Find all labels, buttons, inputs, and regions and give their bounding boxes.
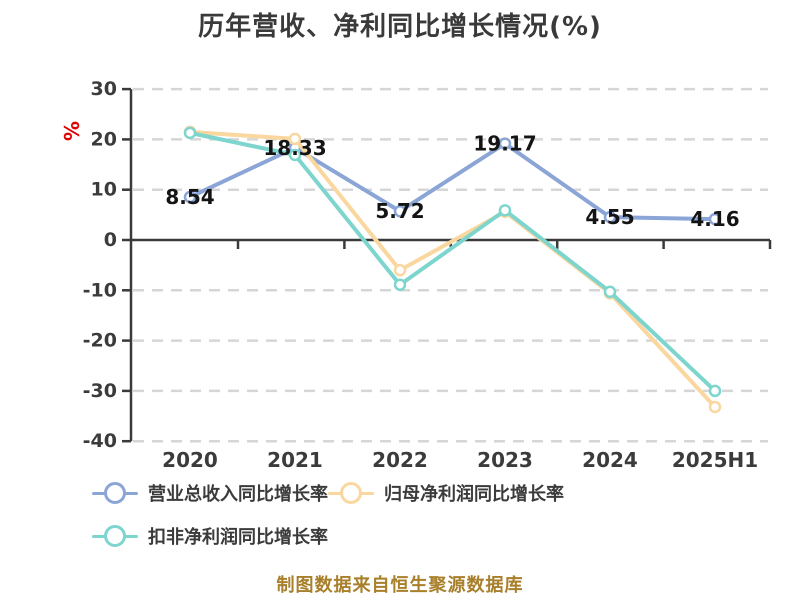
legend-marker-revenue bbox=[92, 481, 138, 505]
data-label: 4.55 bbox=[585, 205, 634, 229]
data-point-series-2 bbox=[393, 263, 407, 277]
y-tick-label: -30 bbox=[83, 380, 117, 402]
x-tick-label: 2024 bbox=[582, 448, 638, 472]
y-tick-label: 30 bbox=[91, 78, 117, 100]
data-point-series-3 bbox=[183, 126, 197, 140]
y-axis-unit-percent: % bbox=[59, 121, 83, 141]
data-point-series-1 bbox=[708, 212, 722, 226]
data-label: 18.33 bbox=[263, 136, 326, 160]
data-point-series-3 bbox=[393, 278, 407, 292]
data-source-note: 制图数据来自恒生聚源数据库 bbox=[276, 575, 524, 596]
legend-marker-net-profit bbox=[328, 481, 374, 505]
legend-item-revenue-growth: 营业总收入同比增长率 bbox=[92, 481, 328, 505]
data-point-series-3 bbox=[498, 204, 512, 217]
data-point-series-1 bbox=[183, 190, 197, 204]
chart-title: 历年营收、净利同比增长情况(%) bbox=[198, 12, 602, 42]
data-point-series-3 bbox=[603, 285, 617, 299]
y-tick-label: 0 bbox=[104, 229, 117, 251]
data-label: 19.17 bbox=[473, 132, 536, 156]
series-line-2 bbox=[188, 129, 717, 409]
legend-label: 营业总收入同比增长率 bbox=[148, 484, 328, 505]
legend-item-non-gaap-profit-growth: 扣非净利润同比增长率 bbox=[92, 524, 328, 548]
y-tick-label: -20 bbox=[83, 330, 117, 352]
legend-item-net-profit-growth: 归母净利润同比增长率 bbox=[328, 481, 564, 505]
y-tick-label: -40 bbox=[83, 430, 117, 452]
line-chart: 30 20 10 0 -10 -20 -30 -40% 2020 2021 2022 2023 2024… bbox=[59, 78, 772, 472]
x-tick-label: 2025H1 bbox=[672, 448, 758, 472]
data-point-series-2 bbox=[708, 400, 722, 414]
legend-label: 归母净利润同比增长率 bbox=[384, 484, 564, 505]
legend-label: 扣非净利润同比增长率 bbox=[148, 527, 328, 548]
legend-circle-icon bbox=[104, 525, 126, 547]
y-tick-label: 20 bbox=[91, 128, 117, 150]
data-point-series-2 bbox=[288, 132, 302, 146]
data-label: 4.16 bbox=[690, 207, 739, 231]
data-label: 8.54 bbox=[165, 185, 214, 209]
data-point-series-1 bbox=[603, 210, 617, 224]
data-point-series-1 bbox=[498, 137, 512, 150]
series-line-3 bbox=[188, 130, 717, 393]
series-line-1 bbox=[188, 141, 717, 222]
x-tick-label: 2020 bbox=[162, 448, 218, 472]
legend-circle-icon bbox=[340, 482, 362, 504]
data-point-series-3 bbox=[708, 384, 722, 398]
data-label: 5.72 bbox=[375, 199, 424, 223]
legend-marker-non-gaap bbox=[92, 524, 138, 548]
x-tick-label: 2021 bbox=[267, 448, 323, 472]
data-point-series-1 bbox=[393, 204, 407, 218]
x-tick-label: 2023 bbox=[477, 448, 533, 472]
legend-circle-icon bbox=[104, 482, 126, 504]
x-tick-label: 2022 bbox=[372, 448, 428, 472]
y-tick-label: -10 bbox=[83, 279, 117, 301]
data-point-series-3 bbox=[288, 148, 302, 162]
y-tick-label: 10 bbox=[91, 179, 117, 201]
